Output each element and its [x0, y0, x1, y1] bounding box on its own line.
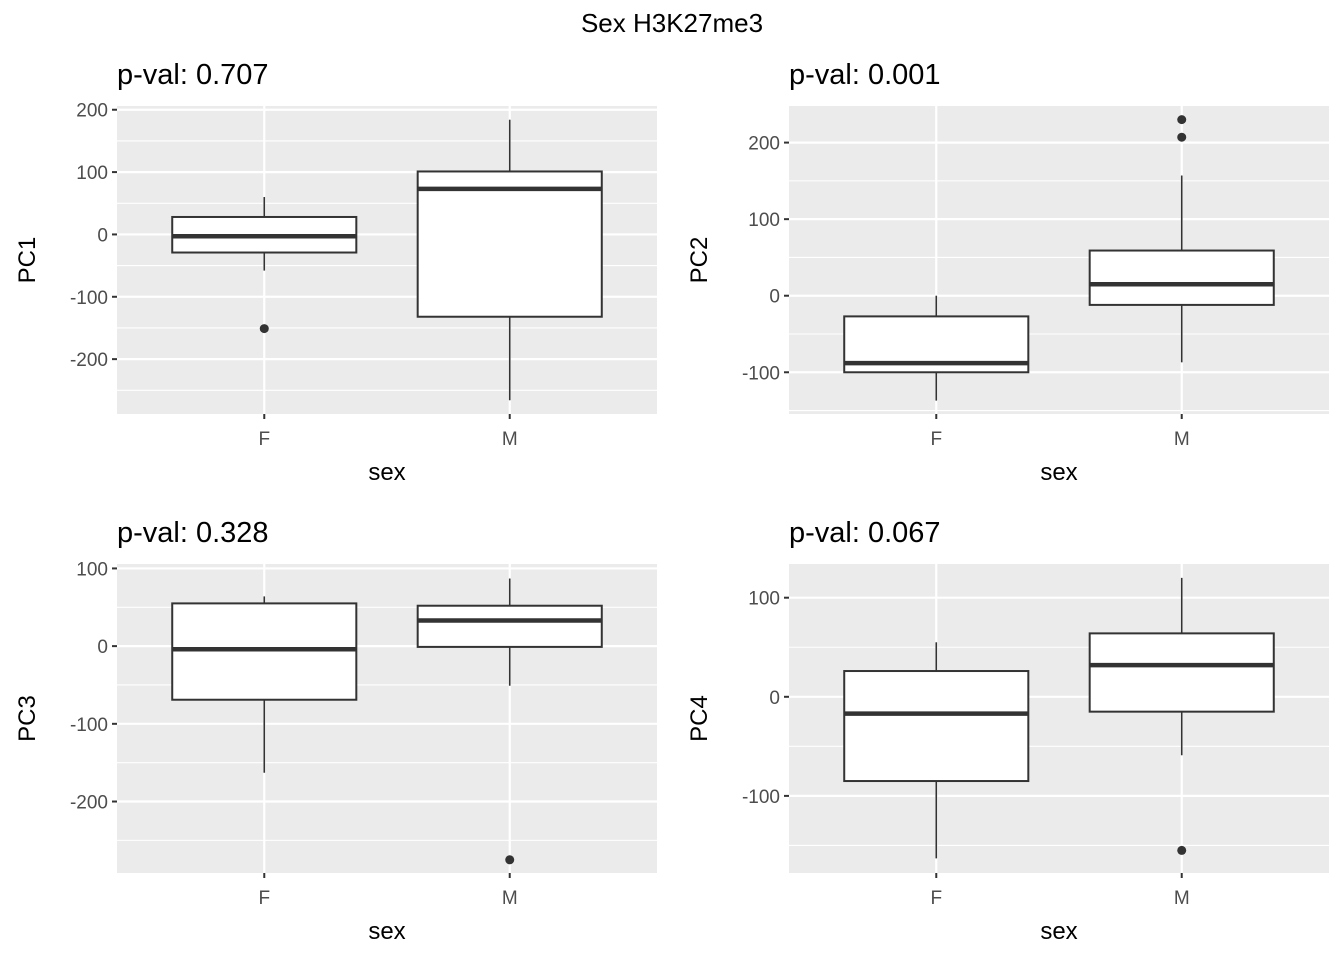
- iqr-box: [1088, 632, 1275, 713]
- x-tick-label: F: [258, 429, 270, 450]
- box-F: [843, 642, 1030, 859]
- y-axis-title: PC3: [14, 695, 41, 742]
- x-tick-label: M: [1174, 429, 1190, 450]
- y-tick-label: -200: [70, 350, 108, 371]
- outlier-point: [259, 324, 269, 334]
- x-tick-label: F: [930, 888, 942, 909]
- box-M: [416, 119, 603, 401]
- y-tick-label: 100: [76, 163, 108, 184]
- panel-4: 100 0 -100 F Mp-val: 0.067 sex PC4: [686, 517, 1329, 945]
- x-axis-title: sex: [1040, 918, 1077, 945]
- box-F: [171, 596, 358, 773]
- panel-title: p-val: 0.067: [789, 517, 941, 549]
- iqr-box: [1088, 249, 1275, 306]
- x-tick-label: M: [502, 888, 518, 909]
- iqr-box: [416, 170, 603, 318]
- outlier-point: [1177, 845, 1187, 855]
- x-tick-label: F: [258, 888, 270, 909]
- panel-title: p-val: 0.328: [117, 517, 269, 549]
- outlier-point: [505, 855, 515, 865]
- box-M: [416, 578, 603, 865]
- x-axis-title: sex: [368, 459, 405, 486]
- figure-title: Sex H3K27me3: [581, 8, 763, 38]
- x-axis-title: sex: [1040, 459, 1077, 486]
- iqr-box: [171, 602, 358, 701]
- x-tick-label: F: [930, 429, 942, 450]
- panel-title: p-val: 0.001: [789, 59, 941, 91]
- box-F: [843, 295, 1030, 401]
- y-tick-label: 100: [748, 589, 780, 610]
- y-tick-label: 0: [769, 287, 780, 308]
- y-tick-label: 100: [76, 559, 108, 580]
- panel-3: 100 0 -100 -200 F Mp-val: 0.328 sex PC3: [14, 517, 657, 945]
- outlier-point: [1177, 132, 1187, 142]
- y-axis-title: PC4: [686, 695, 713, 742]
- box-M: [1088, 577, 1275, 855]
- y-axis-title: PC2: [686, 237, 713, 284]
- y-tick-label: 200: [748, 134, 780, 155]
- x-tick-label: M: [502, 429, 518, 450]
- panel-title: p-val: 0.707: [117, 59, 269, 91]
- y-tick-label: 200: [76, 101, 108, 122]
- y-tick-label: 0: [769, 688, 780, 709]
- y-tick-label: -100: [70, 288, 108, 309]
- y-tick-label: -200: [70, 793, 108, 814]
- x-tick-label: M: [1174, 888, 1190, 909]
- y-tick-label: -100: [742, 787, 780, 808]
- y-tick-label: 0: [97, 637, 108, 658]
- y-tick-label: 100: [748, 210, 780, 231]
- panel-1: 200 100 0 -100 -200 F Mp-val: 0.707 sex PC1: [14, 59, 657, 486]
- iqr-box: [416, 604, 603, 648]
- y-tick-label: 0: [97, 225, 108, 246]
- box-F: [171, 197, 358, 334]
- y-tick-label: -100: [742, 363, 780, 384]
- outlier-point: [1177, 115, 1187, 125]
- y-tick-label: -100: [70, 715, 108, 736]
- box-M: [1088, 115, 1275, 363]
- x-axis-title: sex: [368, 918, 405, 945]
- panel-2: 200 100 0 -100 F Mp-val: 0.001 sex PC2: [686, 59, 1329, 486]
- y-axis-title: PC1: [14, 237, 41, 284]
- iqr-box: [843, 670, 1030, 783]
